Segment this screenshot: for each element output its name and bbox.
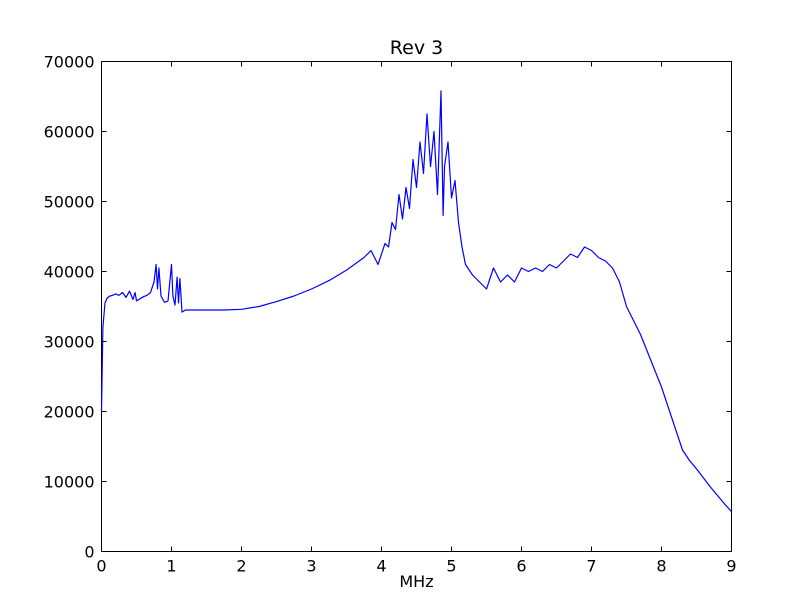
x-tick-label: 1 <box>166 557 176 576</box>
y-tick-label: 20000 <box>44 403 95 422</box>
x-tick-label: 6 <box>516 557 526 576</box>
x-axis-label: MHz <box>399 572 433 591</box>
x-tick-label: 9 <box>726 557 736 576</box>
x-tick-label: 4 <box>376 557 386 576</box>
tick-labels: 0 1 2 3 4 5 6 7 8 9 0 10000 20000 30000 40000 50000 6000… <box>44 53 737 576</box>
y-tick-label: 0 <box>84 543 94 562</box>
y-tick-label: 70000 <box>44 53 95 72</box>
y-tick-label: 40000 <box>44 263 95 282</box>
tick-marks <box>101 61 732 552</box>
x-tick-label: 8 <box>656 557 666 576</box>
y-tick-label: 60000 <box>44 123 95 142</box>
series-line <box>100 90 732 513</box>
y-tick-label: 10000 <box>44 473 95 492</box>
y-tick-label: 30000 <box>44 333 95 352</box>
y-tick-label: 50000 <box>44 193 95 212</box>
x-tick-label: 2 <box>236 557 246 576</box>
plot-area <box>101 61 732 552</box>
x-tick-label: 7 <box>586 557 596 576</box>
x-tick-label: 3 <box>306 557 316 576</box>
x-tick-label: 0 <box>96 557 106 576</box>
chart-title: Rev 3 <box>390 37 443 59</box>
x-tick-label: 5 <box>446 557 456 576</box>
